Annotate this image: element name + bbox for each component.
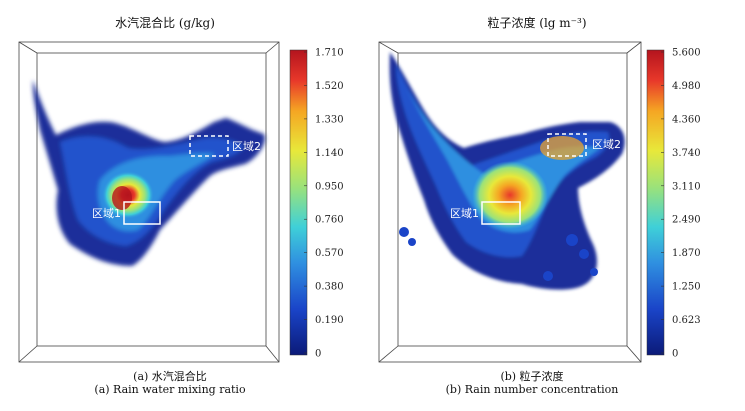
panel-a-caption-en: (a) Rain water mixing ratio xyxy=(94,383,246,396)
colorbar-b-tick-label: 4.980 xyxy=(672,81,701,92)
panel-b-box xyxy=(378,41,642,363)
colorbar-a-ticks: 1.710 1.520 1.330 1.140 0.950 0.760 0.570 0.380… xyxy=(304,48,344,360)
region-1-box xyxy=(123,201,161,225)
region-2-box xyxy=(189,135,229,157)
panel-b-title: 粒子浓度 (lg m⁻³) xyxy=(487,16,587,30)
panel-a: 水汽混合比 (g/kg) xyxy=(0,0,372,411)
panel-b-caption-en: (b) Rain number concentration xyxy=(445,383,619,396)
panel-b-blobs xyxy=(399,227,598,281)
colorbar-b-tick-label: 2.490 xyxy=(672,215,701,226)
panel-a-plot: 区域1 区域2 1.710 1.520 1.330 1.140 0.950 0.760 0.… xyxy=(18,41,344,363)
panel-a-title: 水汽混合比 (g/kg) xyxy=(115,16,215,30)
colorbar-b-tick-label: 0 xyxy=(672,349,678,360)
panel-a-box xyxy=(18,41,280,363)
colorbar-a-tick-label: 1.520 xyxy=(315,81,344,92)
colorbar-a-tick-label: 0.760 xyxy=(315,215,344,226)
colorbar-b-tick-label: 4.360 xyxy=(672,114,701,125)
colorbar-a-tick-label: 1.140 xyxy=(315,148,344,159)
colorbar-a-tick-label: 1.710 xyxy=(315,48,344,59)
colorbar-b-tick-label: 1.250 xyxy=(672,282,701,293)
colorbar-b-tick-label: 5.600 xyxy=(672,48,701,59)
colorbar-b xyxy=(646,49,665,356)
colorbar-b-tick-label: 3.110 xyxy=(672,181,701,192)
colorbar-a xyxy=(289,49,308,356)
panel-b-caption-cn: (b) 粒子浓度 xyxy=(500,370,564,383)
region-1-label: 区域1 xyxy=(92,207,121,220)
region-2-label-b: 区域2 xyxy=(592,138,621,151)
colorbar-b-tick-label: 1.870 xyxy=(672,248,701,259)
panel-b-plot: 区域1 区域2 5.600 4.980 4.360 3.740 3.110 2.490 1.… xyxy=(378,41,701,363)
region-1-label-b: 区域1 xyxy=(450,207,479,220)
colorbar-a-tick-label: 0.190 xyxy=(315,315,344,326)
colorbar-b-tick-label: 0.623 xyxy=(672,315,701,326)
colorbar-a-tick-label: 0.570 xyxy=(315,248,344,259)
colorbar-a-tick-label: 0.380 xyxy=(315,282,344,293)
panel-a-field xyxy=(32,80,265,266)
colorbar-b-tick-label: 3.740 xyxy=(672,148,701,159)
colorbar-b-ticks: 5.600 4.980 4.360 3.740 3.110 2.490 1.870 1.250… xyxy=(661,48,701,360)
region-1-box-b xyxy=(481,201,521,225)
panel-a-caption-cn: (a) 水汽混合比 xyxy=(133,370,207,383)
region-2-box-b xyxy=(547,133,587,157)
colorbar-a-tick-label: 0.950 xyxy=(315,181,344,192)
colorbar-a-tick-label: 0 xyxy=(315,349,321,360)
region-2-label: 区域2 xyxy=(232,140,261,153)
panel-b: 粒子浓度 (lg m⁻³) xyxy=(372,0,745,411)
colorbar-a-tick-label: 1.330 xyxy=(315,114,344,125)
